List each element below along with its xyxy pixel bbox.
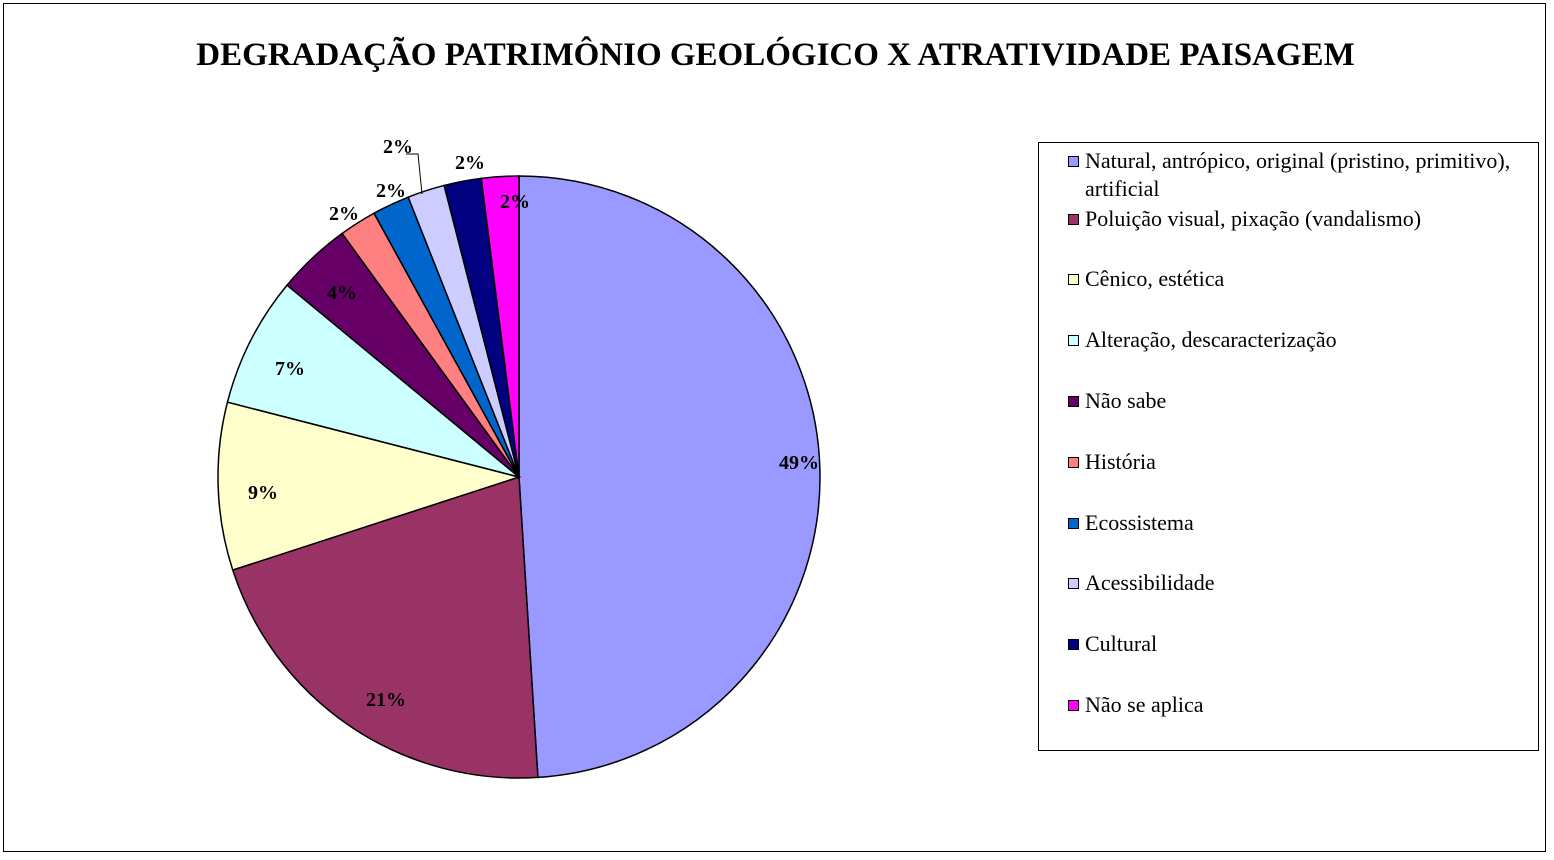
slice-data-label: 2% [329, 203, 359, 225]
legend-label: Cênico, estética [1085, 266, 1225, 291]
legend-swatch [1068, 700, 1079, 711]
legend-swatch [1068, 396, 1079, 407]
pie-chart: 49% 21% 9% 7% 4% 2% 2% 2% 2% 2% [217, 136, 821, 779]
legend-swatch [1068, 335, 1079, 346]
legend-item: Cultural [1068, 630, 1535, 658]
slice-data-label: 2% [455, 152, 485, 174]
pie-slice [226, 284, 520, 478]
legend-label: Poluição visual, pixação (vandalismo) [1085, 206, 1422, 231]
pie-slice [480, 175, 520, 478]
slice-data-label: 7% [275, 358, 305, 380]
pie-slice [231, 475, 539, 779]
legend-item: Ecossistema [1068, 509, 1535, 537]
legend-label: Não se aplica [1085, 692, 1204, 717]
legend-label: Cultural [1085, 631, 1158, 656]
legend-label: Natural, antrópico, original (pristino, … [1085, 148, 1511, 201]
legend-swatch [1068, 639, 1079, 650]
legend-swatch [1068, 274, 1079, 285]
legend-label: Alteração, descaracterização [1085, 327, 1337, 352]
legend-swatch [1068, 578, 1079, 589]
legend-label: Não sabe [1085, 388, 1167, 413]
legend: Natural, antrópico, original (pristino, … [1038, 142, 1539, 751]
chart-title: DEGRADAÇÃO PATRIMÔNIO GEOLÓGICO X ATRATI… [196, 37, 1355, 73]
chart-area: DEGRADAÇÃO PATRIMÔNIO GEOLÓGICO X ATRATI… [3, 3, 1546, 852]
legend-item: História [1068, 448, 1535, 476]
legend-label: História [1085, 449, 1156, 474]
legend-item: Não sabe [1068, 387, 1535, 415]
slice-data-label: 2% [383, 136, 413, 158]
slice-data-label: 4% [327, 282, 357, 304]
pie-slice [518, 175, 821, 779]
legend-swatch [1068, 518, 1079, 529]
legend-swatch [1068, 214, 1079, 225]
legend-label: Acessibilidade [1085, 570, 1215, 595]
slice-data-label: 21% [366, 689, 406, 711]
slice-data-label: 49% [779, 452, 819, 474]
legend-item: Natural, antrópico, original (pristino, … [1068, 147, 1535, 203]
legend-label: Ecossistema [1085, 510, 1194, 535]
pie-slice [217, 401, 522, 571]
slice-data-label: 2% [376, 180, 406, 202]
label-leader-line [406, 153, 423, 195]
legend-item: Acessibilidade [1068, 569, 1535, 597]
legend-item: Cênico, estética [1068, 265, 1535, 293]
slice-data-label: 9% [248, 482, 278, 504]
legend-item: Não se aplica [1068, 691, 1535, 719]
legend-item: Alteração, descaracterização [1068, 326, 1535, 354]
legend-swatch [1068, 457, 1079, 468]
legend-swatch [1068, 156, 1079, 167]
slice-data-label: 2% [500, 191, 530, 213]
legend-item: Poluição visual, pixação (vandalismo) [1068, 205, 1535, 233]
